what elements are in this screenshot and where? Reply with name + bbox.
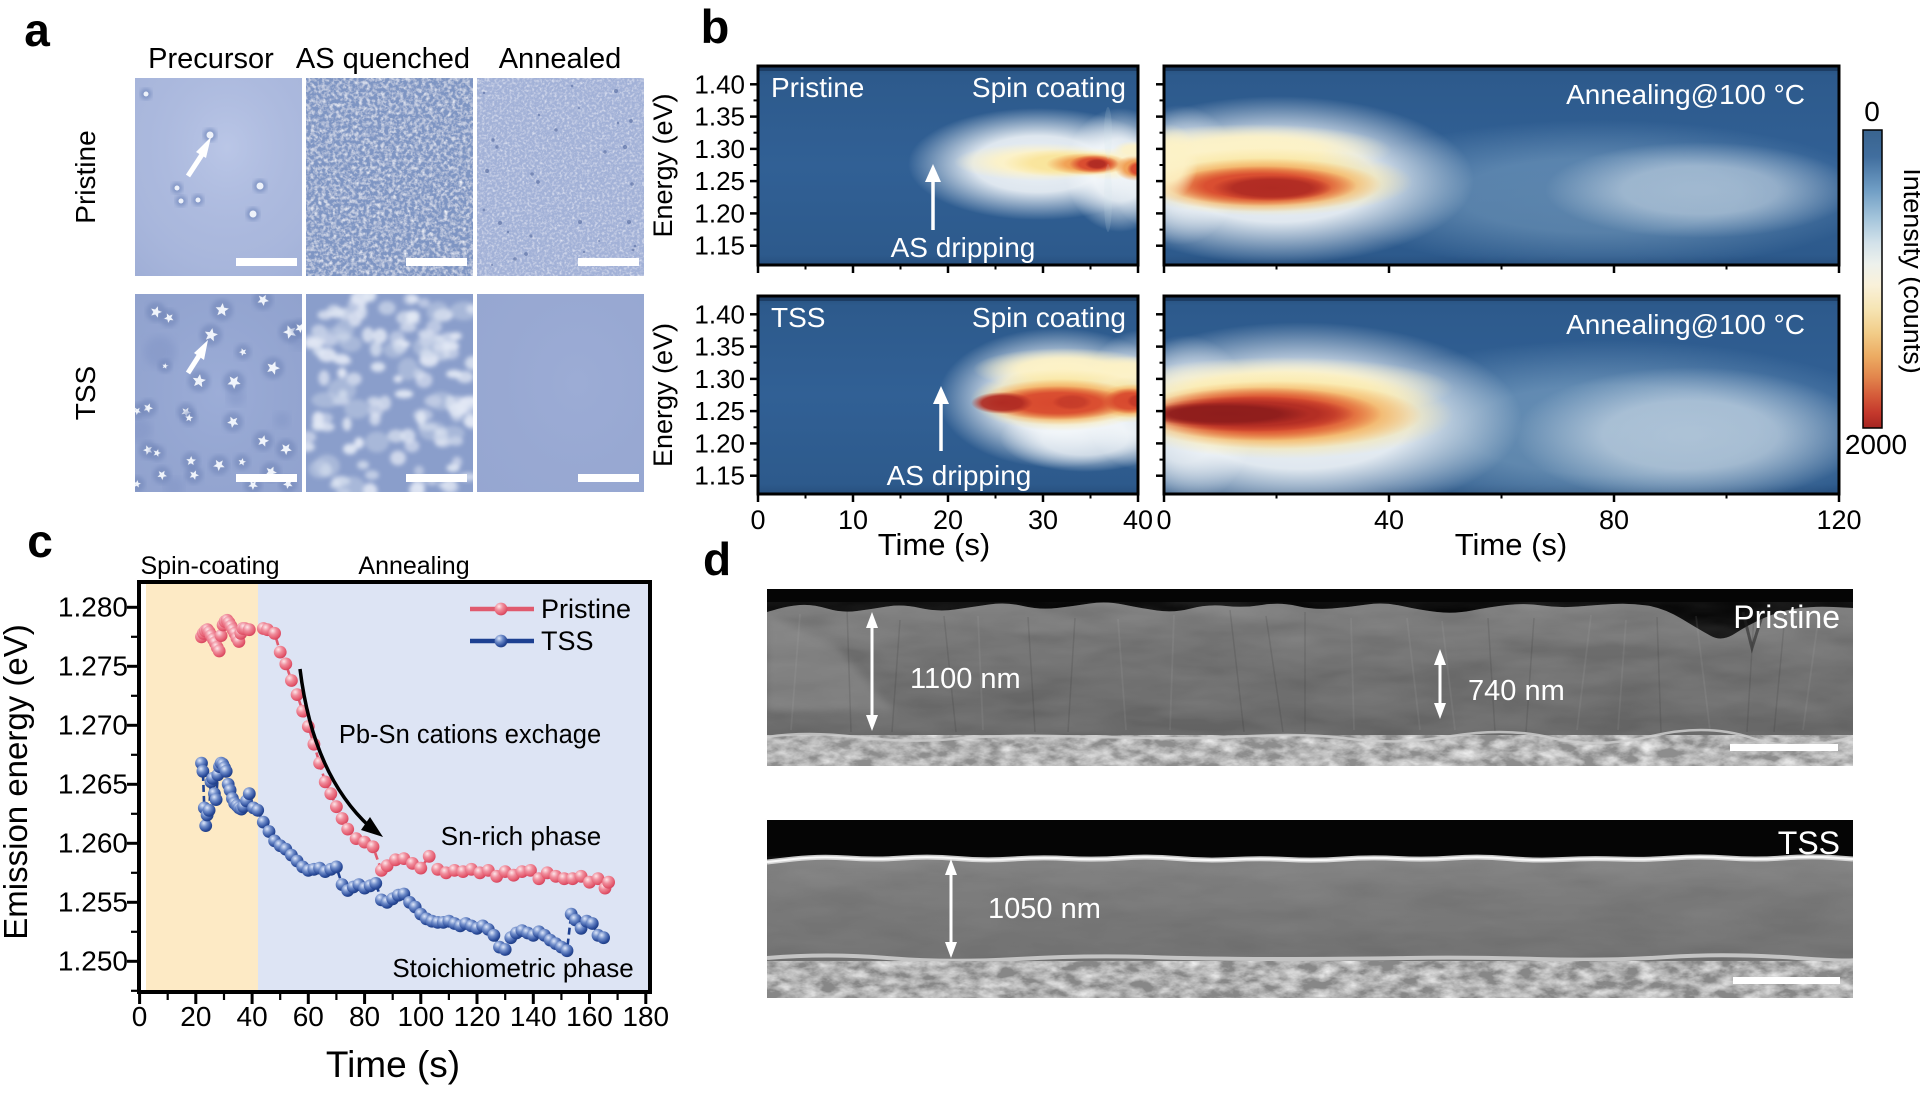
svg-text:1.255: 1.255	[58, 886, 128, 917]
svg-text:1.20: 1.20	[694, 428, 745, 458]
svg-text:80: 80	[349, 1001, 380, 1032]
svg-text:TSS: TSS	[771, 302, 825, 333]
svg-text:Sn-rich phase: Sn-rich phase	[441, 821, 601, 851]
svg-text:1.40: 1.40	[694, 299, 745, 329]
svg-text:TSS: TSS	[1778, 825, 1840, 861]
svg-text:Energy (eV): Energy (eV)	[648, 323, 678, 467]
svg-text:30: 30	[1028, 505, 1058, 535]
svg-text:Spin coating: Spin coating	[972, 302, 1126, 333]
svg-text:Time (s): Time (s)	[878, 527, 991, 562]
svg-text:0: 0	[132, 1001, 148, 1032]
svg-text:Stoichiometric phase: Stoichiometric phase	[392, 953, 633, 983]
svg-text:c: c	[27, 515, 53, 567]
svg-text:a: a	[24, 4, 50, 56]
svg-text:80: 80	[1599, 505, 1629, 535]
svg-text:TSS: TSS	[541, 626, 594, 656]
svg-text:Emission energy (eV): Emission energy (eV)	[0, 624, 34, 939]
svg-text:2000: 2000	[1845, 429, 1907, 460]
svg-text:Annealing: Annealing	[358, 552, 469, 580]
svg-text:Pristine: Pristine	[70, 130, 101, 223]
svg-text:1.270: 1.270	[58, 709, 128, 740]
svg-text:120: 120	[454, 1001, 501, 1032]
svg-text:120: 120	[1816, 505, 1861, 535]
svg-text:1.275: 1.275	[58, 650, 128, 681]
svg-text:1.15: 1.15	[694, 461, 745, 491]
svg-text:740 nm: 740 nm	[1468, 675, 1565, 707]
svg-text:Time (s): Time (s)	[326, 1044, 460, 1085]
svg-text:d: d	[703, 533, 731, 585]
svg-text:1.265: 1.265	[58, 768, 128, 799]
svg-text:60: 60	[293, 1001, 324, 1032]
svg-text:AS quenched: AS quenched	[296, 43, 470, 75]
svg-text:1.25: 1.25	[694, 166, 745, 196]
svg-text:1.35: 1.35	[694, 102, 745, 132]
svg-text:1100 nm: 1100 nm	[910, 663, 1021, 695]
svg-text:1.40: 1.40	[694, 69, 745, 99]
svg-text:Pristine: Pristine	[541, 594, 631, 624]
svg-text:1050 nm: 1050 nm	[988, 893, 1101, 925]
svg-text:40: 40	[1374, 505, 1404, 535]
svg-text:0: 0	[1156, 505, 1171, 535]
svg-text:TSS: TSS	[70, 366, 101, 420]
svg-text:180: 180	[622, 1001, 669, 1032]
svg-text:Energy (eV): Energy (eV)	[648, 93, 678, 237]
svg-text:1.280: 1.280	[58, 591, 128, 622]
svg-text:Spin coating: Spin coating	[972, 72, 1126, 103]
svg-text:1.20: 1.20	[694, 198, 745, 228]
svg-text:1.260: 1.260	[58, 827, 128, 858]
svg-text:Pristine: Pristine	[1733, 599, 1840, 635]
svg-text:20: 20	[933, 505, 963, 535]
svg-text:Precursor: Precursor	[148, 43, 274, 75]
svg-text:40: 40	[237, 1001, 268, 1032]
svg-text:Annealing@100 °C: Annealing@100 °C	[1566, 79, 1805, 110]
svg-text:0: 0	[1864, 96, 1880, 127]
svg-text:10: 10	[838, 505, 868, 535]
svg-text:40: 40	[1123, 505, 1153, 535]
svg-text:140: 140	[510, 1001, 557, 1032]
svg-text:Annealed: Annealed	[499, 43, 622, 75]
svg-text:Spin-coating: Spin-coating	[141, 552, 280, 580]
svg-text:1.30: 1.30	[694, 364, 745, 394]
svg-text:1.15: 1.15	[694, 231, 745, 261]
svg-text:Time (s): Time (s)	[1455, 527, 1568, 562]
svg-text:1.25: 1.25	[694, 396, 745, 426]
svg-text:20: 20	[180, 1001, 211, 1032]
svg-text:Pristine: Pristine	[771, 72, 864, 103]
svg-text:AS dripping: AS dripping	[891, 232, 1036, 263]
svg-text:Intensity (counts): Intensity (counts)	[1898, 168, 1920, 374]
svg-text:1.250: 1.250	[58, 945, 128, 976]
svg-text:b: b	[701, 0, 730, 53]
svg-text:1.35: 1.35	[694, 332, 745, 362]
svg-text:160: 160	[566, 1001, 613, 1032]
svg-text:Pb-Sn cations exchage: Pb-Sn cations exchage	[339, 721, 601, 749]
svg-text:1.30: 1.30	[694, 134, 745, 164]
svg-text:AS dripping: AS dripping	[887, 460, 1032, 491]
svg-text:Annealing@100 °C: Annealing@100 °C	[1566, 309, 1805, 340]
svg-text:0: 0	[750, 505, 765, 535]
svg-text:100: 100	[397, 1001, 444, 1032]
